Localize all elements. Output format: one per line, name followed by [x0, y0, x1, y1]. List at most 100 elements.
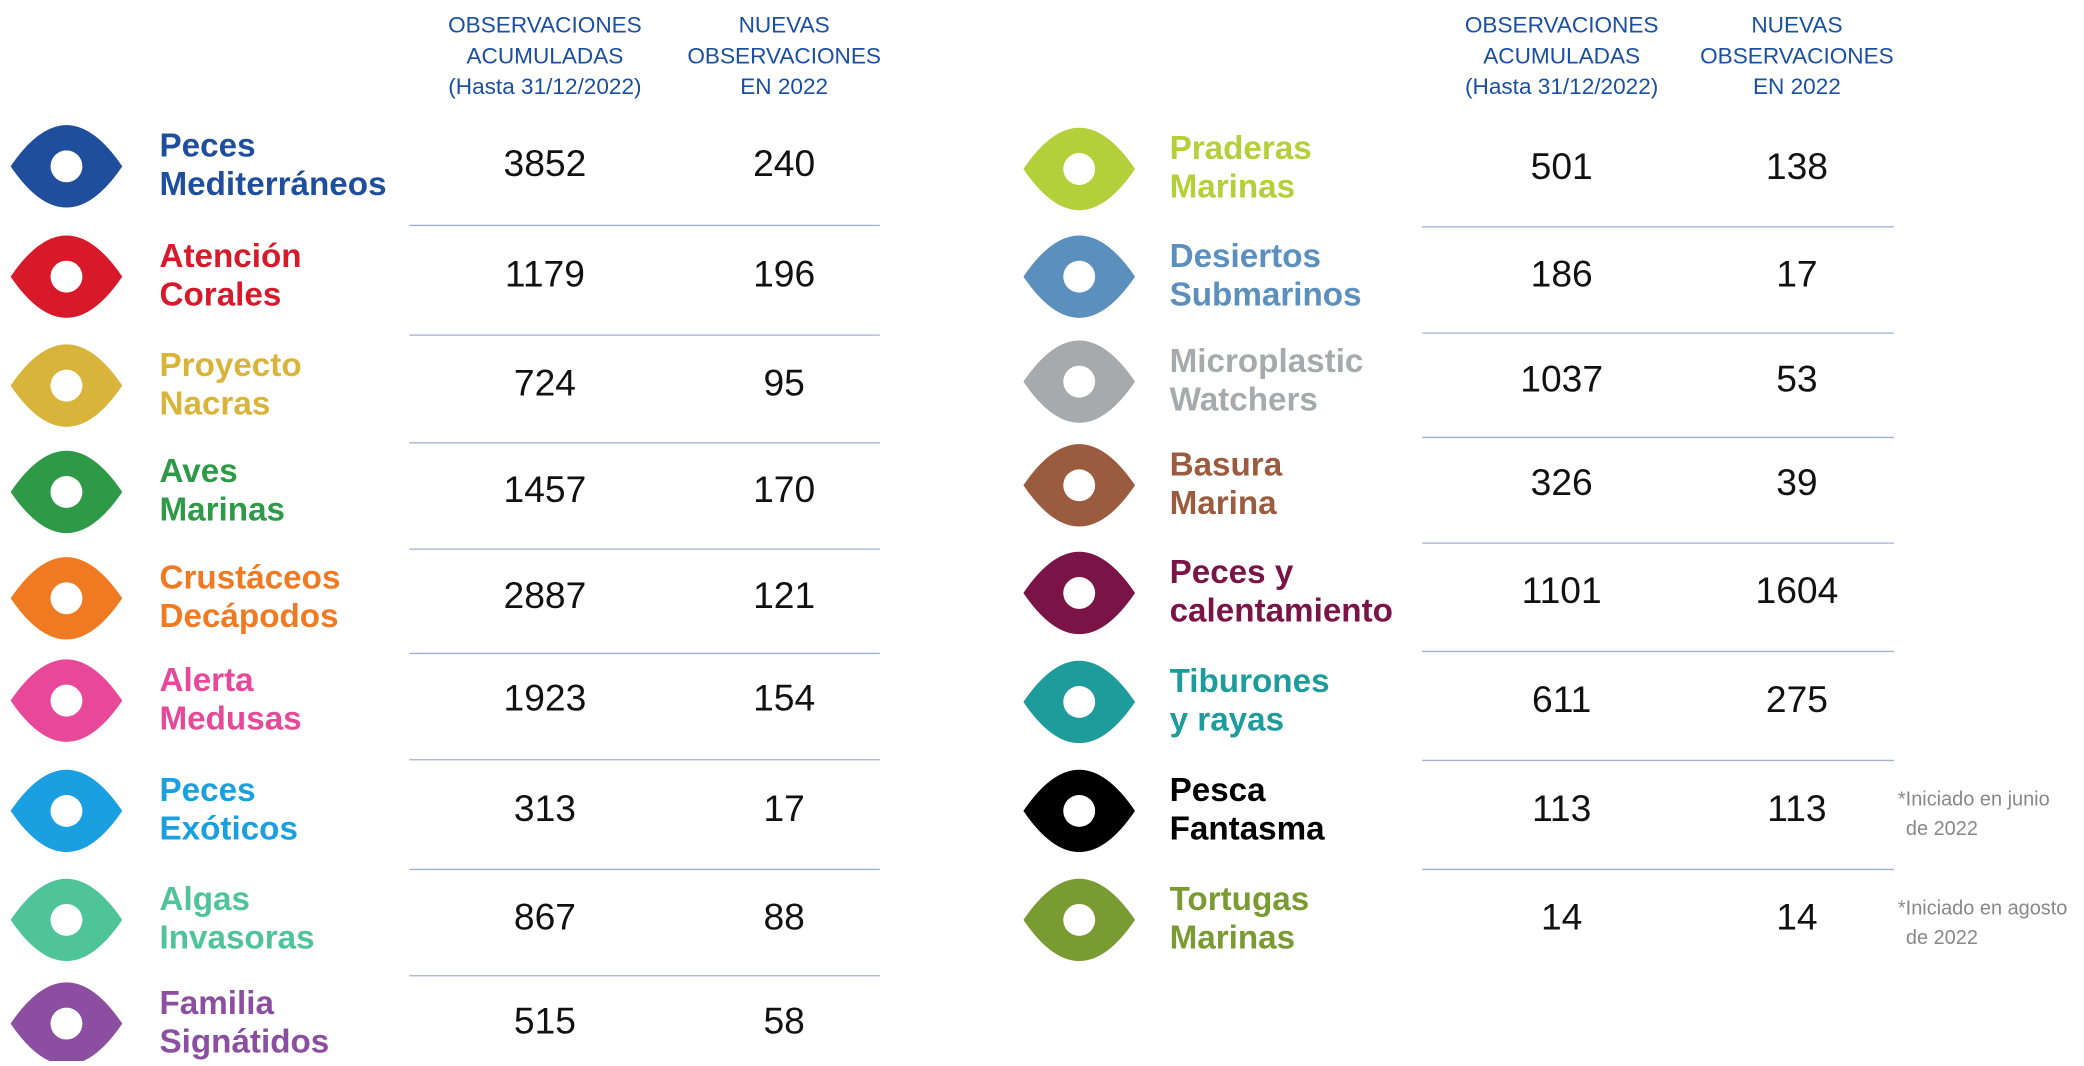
new-observations: 121 — [753, 574, 815, 616]
project-name: Algas — [159, 881, 249, 918]
icon-symbol — [1063, 260, 1096, 293]
icon-symbol — [50, 260, 83, 293]
project-name: Pesca — [1170, 772, 1267, 809]
new-observations: 196 — [753, 252, 815, 294]
accumulated-observations: 501 — [1531, 145, 1593, 187]
accumulated-observations: 1923 — [504, 676, 587, 718]
icon-symbol — [50, 794, 83, 827]
icon-symbol — [50, 582, 83, 615]
column-header: (Hasta 31/12/2022) — [448, 74, 641, 99]
project-name: Submarinos — [1170, 276, 1362, 313]
project-name: Peces — [159, 128, 255, 165]
new-observations: 275 — [1766, 678, 1828, 720]
project-name: Praderas — [1170, 130, 1312, 167]
note: de 2022 — [1906, 818, 1978, 840]
project-name: Peces — [159, 772, 255, 809]
project-name: Marinas — [159, 492, 285, 529]
column-header: OBSERVACIONES — [1700, 43, 1894, 68]
new-observations: 113 — [1767, 787, 1826, 829]
project-name: Crustáceos — [159, 559, 340, 596]
accumulated-observations: 515 — [514, 999, 576, 1041]
column-header: ACUMULADAS — [467, 43, 624, 68]
project-name: Marina — [1170, 485, 1278, 522]
icon-symbol — [1063, 153, 1096, 185]
icon-symbol — [50, 903, 83, 936]
project-name: Signátidos — [159, 1023, 329, 1060]
project-name: Desiertos — [1170, 238, 1321, 275]
project-name: Marinas — [1170, 169, 1296, 206]
accumulated-observations: 867 — [514, 896, 576, 938]
project-name: Exóticos — [159, 811, 297, 848]
accumulated-observations: 14 — [1541, 896, 1582, 938]
icon-symbol — [1063, 794, 1096, 827]
icon-symbol — [1063, 903, 1096, 936]
project-name: Microplastic — [1170, 343, 1364, 380]
icon-symbol — [50, 1007, 83, 1040]
project-name: Fantasma — [1170, 811, 1326, 848]
new-observations: 154 — [753, 676, 815, 718]
column-header: OBSERVACIONES — [448, 13, 642, 38]
icon-symbol — [50, 369, 83, 402]
icon-symbol — [1063, 469, 1096, 502]
project-name: Aves — [159, 453, 237, 490]
project-name: Tiburones — [1170, 663, 1330, 700]
project-name: Mediterráneos — [159, 166, 386, 203]
project-name: Medusas — [159, 700, 301, 737]
project-name: Nacras — [159, 385, 270, 422]
accumulated-observations: 724 — [514, 361, 576, 403]
project-name: Tortugas — [1170, 881, 1310, 918]
icon-symbol — [50, 684, 83, 717]
new-observations: 170 — [753, 468, 815, 510]
project-name: Invasoras — [159, 920, 314, 957]
new-observations: 138 — [1766, 145, 1828, 187]
project-name: Proyecto — [159, 347, 301, 384]
new-observations: 240 — [753, 142, 815, 184]
accumulated-observations: 1179 — [505, 252, 585, 294]
new-observations: 17 — [763, 787, 804, 829]
new-observations: 58 — [763, 999, 804, 1041]
new-observations: 17 — [1776, 252, 1817, 294]
accumulated-observations: 2887 — [504, 574, 587, 616]
accumulated-observations: 1037 — [1520, 357, 1603, 399]
column-header: OBSERVACIONES — [687, 43, 881, 68]
project-name: Basura — [1170, 446, 1283, 483]
project-name: Decápodos — [159, 598, 338, 635]
new-observations: 39 — [1776, 461, 1817, 503]
project-name: Marinas — [1170, 920, 1296, 957]
column-header: NUEVAS — [739, 13, 830, 38]
column-header: ACUMULADAS — [1483, 43, 1640, 68]
accumulated-observations: 313 — [514, 787, 576, 829]
column-header: EN 2022 — [1753, 74, 1841, 99]
column-header: EN 2022 — [740, 74, 828, 99]
icon-symbol — [50, 150, 83, 183]
column-header: NUEVAS — [1751, 13, 1842, 38]
note: *Iniciado en agosto — [1898, 898, 2067, 920]
accumulated-observations: 113 — [1532, 787, 1591, 829]
icon-symbol — [50, 476, 83, 508]
new-observations: 88 — [763, 896, 804, 938]
project-name: Alerta — [159, 662, 254, 699]
icon-symbol — [1063, 686, 1096, 718]
column-header: (Hasta 31/12/2022) — [1465, 74, 1658, 99]
icon-symbol — [1063, 365, 1096, 398]
project-name: Atención — [159, 238, 301, 275]
new-observations: 14 — [1776, 896, 1817, 938]
new-observations: 95 — [763, 361, 804, 403]
project-name: y rayas — [1170, 702, 1285, 739]
project-name: calentamiento — [1170, 593, 1393, 630]
new-observations: 1604 — [1756, 569, 1839, 611]
icon-symbol — [1063, 577, 1096, 609]
accumulated-observations: 1101 — [1522, 569, 1602, 611]
accumulated-observations: 611 — [1532, 678, 1591, 720]
accumulated-observations: 1457 — [504, 468, 587, 510]
project-name: Corales — [159, 276, 281, 313]
accumulated-observations: 3852 — [504, 142, 587, 184]
new-observations: 53 — [1776, 357, 1817, 399]
project-name: Peces y — [1170, 554, 1294, 591]
column-header: OBSERVACIONES — [1465, 13, 1659, 38]
note: *Iniciado en junio — [1898, 789, 2050, 811]
project-name: Watchers — [1170, 381, 1318, 418]
accumulated-observations: 326 — [1531, 461, 1593, 503]
project-name: Familia — [159, 985, 274, 1022]
